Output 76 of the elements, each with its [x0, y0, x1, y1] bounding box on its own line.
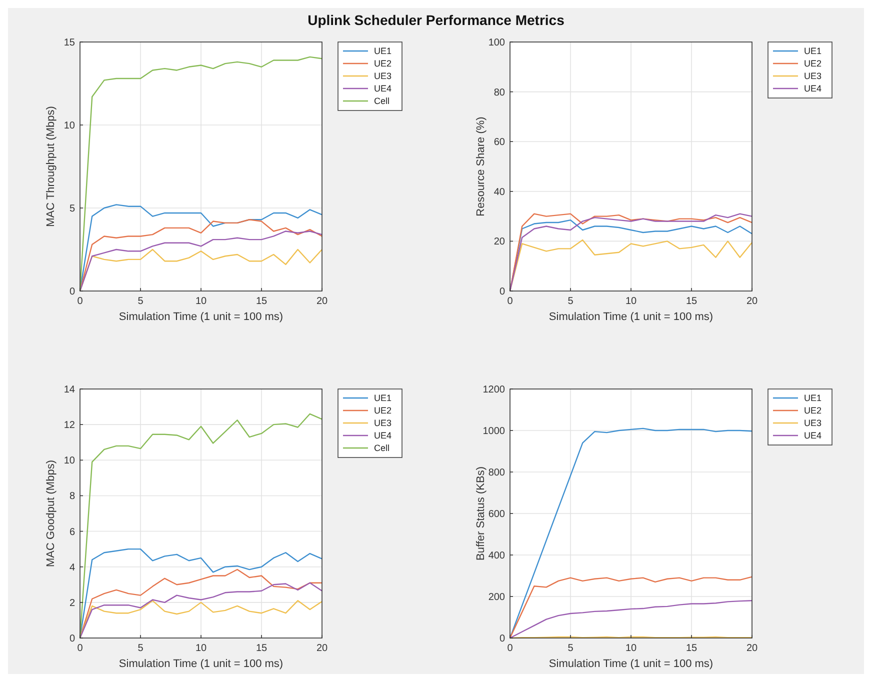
y-tick-label: 4 — [69, 562, 76, 574]
line-series — [509, 600, 753, 639]
line-series — [79, 582, 323, 639]
legend-label: UE4 — [374, 430, 392, 440]
legend-label: UE2 — [374, 58, 392, 68]
x-tick-label: 10 — [625, 296, 637, 307]
x-tick-label: 5 — [138, 296, 144, 307]
x-tick-label: 15 — [256, 296, 268, 307]
x-tick-label: 20 — [746, 296, 758, 307]
x-tick-label: 0 — [507, 643, 514, 654]
x-axis-title: Simulation Time (1 unit = 100 ms) — [118, 658, 284, 670]
x-tick-label: 10 — [625, 643, 637, 654]
legend-label: UE1 — [804, 46, 822, 56]
y-axis-title: Resource Share (%) — [475, 116, 487, 216]
y-tick-label: 800 — [488, 468, 506, 478]
legend-label: UE2 — [374, 406, 392, 416]
y-tick-label: 40 — [494, 186, 506, 198]
y-tick-label: 0 — [69, 286, 76, 298]
y-tick-label: 10 — [64, 456, 76, 467]
y-tick-label: 1000 — [482, 426, 506, 437]
y-tick-label: 0 — [69, 634, 76, 644]
legend-label: UE1 — [804, 393, 822, 403]
legend-label: UE1 — [374, 46, 392, 56]
legend-label: UE4 — [804, 430, 822, 440]
y-tick-label: 14 — [64, 384, 76, 396]
x-axis-title: Simulation Time (1 unit = 100 ms) — [548, 658, 714, 670]
line-series — [79, 230, 323, 292]
y-tick-label: 0 — [499, 634, 506, 644]
y-tick-label: 100 — [488, 38, 506, 48]
y-tick-label: 6 — [69, 526, 76, 538]
y-tick-label: 0 — [499, 286, 506, 298]
legend-label: Cell — [374, 443, 390, 453]
x-tick-label: 20 — [316, 296, 328, 307]
y-tick-label: 400 — [488, 550, 506, 562]
x-tick-label: 15 — [686, 643, 698, 654]
y-tick-label: 8 — [69, 491, 76, 502]
legend-label: UE3 — [374, 418, 392, 428]
legend-label: UE3 — [374, 71, 392, 81]
legend-label: UE2 — [804, 58, 822, 68]
x-axis-title: Simulation Time (1 unit = 100 ms) — [118, 311, 284, 323]
line-series — [509, 576, 753, 639]
y-tick-label: 80 — [494, 87, 506, 98]
x-tick-label: 5 — [568, 643, 574, 654]
x-tick-label: 5 — [568, 296, 574, 307]
legend-label: UE3 — [804, 418, 822, 428]
x-tick-label: 10 — [195, 296, 207, 307]
legend-label: UE4 — [804, 84, 822, 94]
x-axis-title: Simulation Time (1 unit = 100 ms) — [548, 311, 714, 323]
text: Uplink Scheduler Performance Metrics — [308, 12, 565, 28]
x-tick-label: 5 — [138, 643, 144, 654]
y-tick-label: 200 — [488, 592, 506, 603]
y-tick-label: 600 — [488, 509, 506, 520]
y-axis-title: MAC Throughput (Mbps) — [45, 106, 57, 227]
legend-label: Cell — [374, 96, 390, 106]
legend-label: UE4 — [374, 84, 392, 94]
x-tick-label: 10 — [195, 643, 207, 654]
x-tick-label: 0 — [507, 296, 514, 307]
y-tick-label: 10 — [64, 120, 76, 132]
x-tick-label: 15 — [686, 296, 698, 307]
x-tick-label: 0 — [77, 643, 84, 654]
y-tick-label: 12 — [64, 420, 76, 432]
x-tick-label: 20 — [746, 643, 758, 654]
x-tick-label: 0 — [77, 296, 84, 307]
legend-label: UE1 — [374, 393, 392, 403]
y-tick-label: 20 — [494, 236, 506, 248]
x-tick-label: 20 — [316, 643, 328, 654]
y-tick-label: 60 — [494, 137, 506, 148]
legend-label: UE2 — [804, 406, 822, 416]
y-tick-label: 1200 — [482, 384, 506, 396]
y-tick-label: 5 — [69, 204, 76, 214]
y-axis-title: Buffer Status (KBs) — [475, 466, 487, 560]
y-tick-label: 15 — [64, 38, 76, 48]
x-tick-label: 15 — [256, 643, 268, 654]
y-tick-label: 2 — [69, 598, 76, 609]
y-axis-title: MAC Goodput (Mbps) — [45, 460, 57, 567]
legend-label: UE3 — [804, 71, 822, 81]
